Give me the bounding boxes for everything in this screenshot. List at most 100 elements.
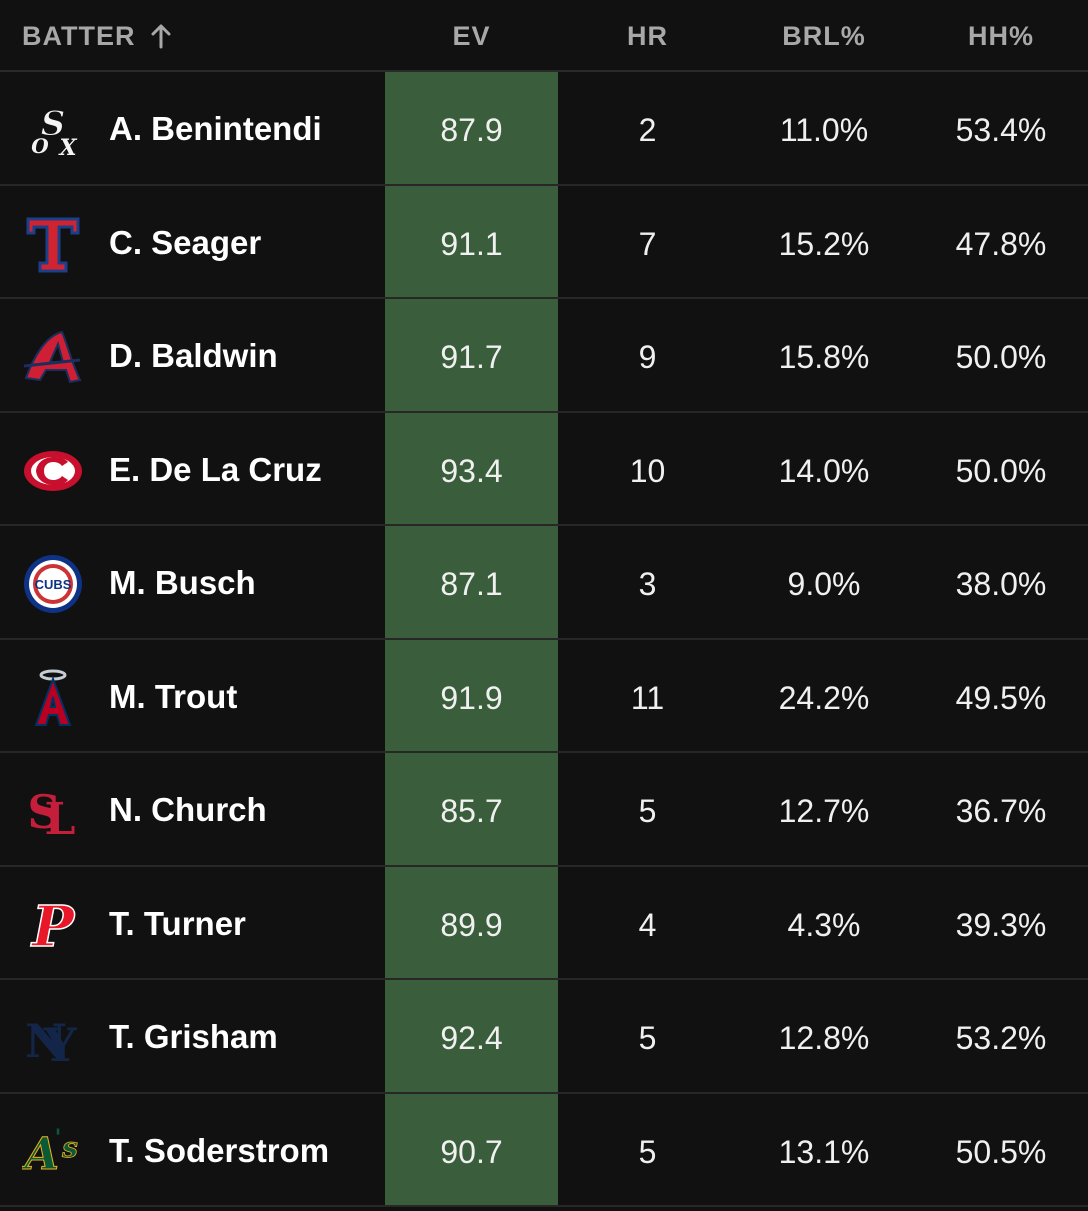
phillies-logo-icon: P bbox=[22, 893, 84, 961]
table-row[interactable]: S L N. Church 85.7 5 12.7% 36.7% bbox=[0, 753, 1088, 867]
svg-text:A: A bbox=[22, 1129, 59, 1180]
ev-highlight-cell bbox=[385, 526, 558, 638]
hh-percent-value: 50.5% bbox=[955, 1133, 1047, 1170]
batter-name[interactable]: T. Turner bbox=[109, 904, 246, 942]
table-row[interactable]: M. Trout 91.9 11 24.2% 49.5% bbox=[0, 639, 1088, 753]
brl-percent-value: 15.2% bbox=[778, 225, 870, 262]
svg-text:S: S bbox=[27, 785, 60, 839]
hr-value: 5 bbox=[638, 1133, 657, 1170]
ev-value: 91.7 bbox=[440, 339, 503, 375]
hh-percent-value: 47.8% bbox=[955, 225, 1047, 262]
svg-text:s: s bbox=[61, 1131, 78, 1164]
svg-text:CUBS: CUBS bbox=[35, 577, 72, 592]
ev-highlight-cell bbox=[385, 412, 558, 524]
batter-name[interactable]: D. Baldwin bbox=[109, 337, 278, 374]
table-row[interactable]: E. De La Cruz 93.4 10 14.0% 50.0% bbox=[0, 412, 1088, 526]
hh-column-header[interactable]: HH% bbox=[967, 21, 1034, 51]
svg-text:': ' bbox=[55, 1125, 62, 1151]
hr-value: 9 bbox=[638, 339, 657, 375]
hh-percent-value: 49.5% bbox=[955, 679, 1047, 716]
hr-value: 5 bbox=[638, 1020, 657, 1056]
brl-percent-value: 14.0% bbox=[778, 452, 870, 489]
hh-percent-value: 38.0% bbox=[955, 566, 1047, 602]
hr-value: 11 bbox=[630, 679, 665, 716]
hr-value: 7 bbox=[638, 225, 657, 262]
rangers-logo-icon bbox=[22, 213, 84, 275]
ev-highlight-cell bbox=[385, 866, 558, 978]
ev-highlight-cell bbox=[385, 639, 558, 751]
table-row[interactable]: CUBS M. Busch 87.1 3 9.0% 38.0% bbox=[0, 526, 1088, 640]
table-row[interactable]: S O X A. Benintendi 87.9 2 11.0% 53.4% bbox=[0, 72, 1088, 186]
hh-percent-value: 50.0% bbox=[955, 452, 1047, 489]
svg-text:P: P bbox=[30, 894, 76, 956]
ev-value: 87.9 bbox=[440, 112, 503, 148]
svg-text:S: S bbox=[41, 104, 66, 144]
ev-value: 91.1 bbox=[440, 225, 503, 262]
angels-logo-icon bbox=[22, 667, 84, 729]
ev-value: 93.4 bbox=[440, 452, 503, 489]
white-sox-logo-icon: S O X bbox=[22, 99, 84, 162]
cardinals-logo-icon: S L bbox=[22, 780, 84, 845]
brl-percent-value: 12.7% bbox=[778, 793, 870, 829]
hh-percent-value: 36.7% bbox=[955, 793, 1047, 829]
hh-percent-value: 53.2% bbox=[955, 1020, 1047, 1056]
hr-column-header[interactable]: HR bbox=[627, 21, 668, 51]
svg-text:L: L bbox=[45, 794, 76, 842]
table-header: BATTER EV HR BRL% HH% bbox=[0, 0, 1088, 72]
yankees-logo-icon: N Y bbox=[22, 1007, 84, 1072]
ev-value: 89.9 bbox=[440, 906, 503, 943]
ev-column-header[interactable]: EV bbox=[452, 21, 491, 51]
arrow-up-icon bbox=[151, 24, 170, 49]
batter-name[interactable]: T. Grisham bbox=[109, 1018, 278, 1055]
ev-value: 91.9 bbox=[440, 679, 503, 716]
svg-text:X: X bbox=[57, 135, 77, 161]
hh-percent-value: 53.4% bbox=[955, 112, 1047, 148]
brl-percent-value: 24.2% bbox=[778, 679, 870, 716]
brl-percent-value: 4.3% bbox=[787, 906, 861, 943]
brl-percent-value: 13.1% bbox=[778, 1133, 870, 1170]
brl-percent-value: 11.0% bbox=[779, 112, 869, 148]
ev-highlight-cell bbox=[385, 980, 558, 1092]
batter-name[interactable]: T. Soderstrom bbox=[109, 1131, 330, 1169]
batter-name[interactable]: N. Church bbox=[109, 791, 267, 828]
ev-highlight-cell bbox=[385, 1093, 558, 1205]
hr-value: 3 bbox=[638, 566, 657, 602]
hr-value: 2 bbox=[638, 112, 657, 148]
svg-text:N: N bbox=[25, 1014, 67, 1068]
brl-percent-value: 12.8% bbox=[778, 1020, 870, 1056]
hh-percent-value: 39.3% bbox=[955, 906, 1047, 943]
batter-name[interactable]: A. Benintendi bbox=[109, 110, 322, 147]
ev-value: 85.7 bbox=[440, 793, 503, 829]
table-row[interactable]: P T. Turner 89.9 4 4.3% 39.3% bbox=[0, 866, 1088, 980]
hh-percent-value: 50.0% bbox=[955, 339, 1047, 375]
table-row[interactable]: N Y T. Grisham 92.4 5 12.8% 53.2% bbox=[0, 980, 1088, 1094]
table-row[interactable]: C. Seager 91.1 7 15.2% 47.8% bbox=[0, 185, 1088, 299]
reds-logo-icon bbox=[22, 440, 84, 502]
ev-highlight-cell bbox=[385, 299, 558, 411]
svg-text:O: O bbox=[31, 134, 49, 158]
ev-highlight-cell bbox=[385, 185, 558, 297]
batter-name[interactable]: M. Busch bbox=[109, 564, 256, 601]
ev-value: 90.7 bbox=[440, 1133, 503, 1170]
braves-logo-icon bbox=[22, 326, 84, 388]
brl-column-header[interactable]: BRL% bbox=[782, 21, 866, 51]
brl-percent-value: 9.0% bbox=[787, 566, 861, 602]
hr-value: 5 bbox=[638, 793, 657, 829]
hr-value: 4 bbox=[638, 906, 657, 943]
batter-column-label: BATTER bbox=[22, 21, 136, 51]
table-row[interactable]: D. Baldwin 91.7 9 15.8% 50.0% bbox=[0, 299, 1088, 413]
brl-percent-value: 15.8% bbox=[778, 339, 870, 375]
ev-value: 92.4 bbox=[440, 1020, 503, 1056]
sort-by-batter-header[interactable]: BATTER bbox=[22, 0, 172, 72]
svg-text:Y: Y bbox=[43, 1018, 78, 1069]
batter-name[interactable]: E. De La Cruz bbox=[109, 450, 322, 488]
ev-highlight-cell bbox=[385, 753, 558, 865]
cubs-logo-icon: CUBS bbox=[22, 553, 84, 615]
batter-name[interactable]: M. Trout bbox=[109, 677, 238, 715]
hr-value: 10 bbox=[629, 452, 666, 489]
table-row[interactable]: A s ' T. Soderstrom 90.7 5 13.1% 50.5% bbox=[0, 1093, 1088, 1207]
athletics-logo-icon: A s ' bbox=[20, 1121, 84, 1183]
ev-highlight-cell bbox=[385, 72, 558, 184]
batter-name[interactable]: C. Seager bbox=[109, 223, 262, 261]
